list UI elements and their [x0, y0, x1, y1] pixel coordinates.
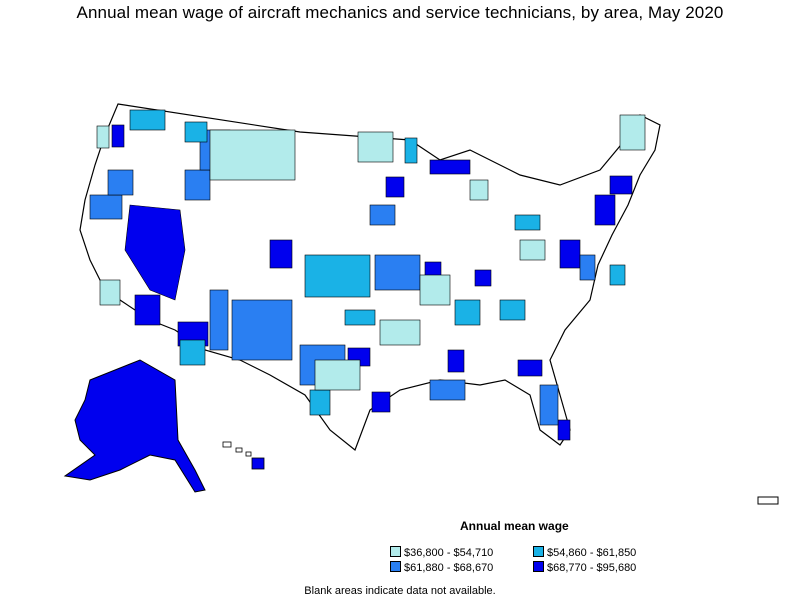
legend-label-3: $61,880 - $68,670 [404, 562, 494, 574]
legend-item-2: $54,860 - $61,850 [533, 546, 636, 559]
alaska-outline [63, 359, 206, 493]
areas-lowest-wage [96, 114, 646, 391]
legend-swatch-3 [390, 561, 401, 572]
map-title: Annual mean wage of aircraft mechanics a… [76, 3, 724, 22]
legend-label-4: $68,770 - $95,680 [547, 562, 637, 574]
areas-highest-wage [111, 124, 633, 441]
legend-swatch-4 [533, 561, 544, 572]
puerto-rico [757, 496, 779, 505]
legend-swatch-2 [533, 546, 544, 557]
legend-item-4: $68,770 - $95,680 [533, 561, 636, 574]
hawaii-islands [222, 441, 265, 470]
legend-title: Annual mean wage [460, 519, 569, 533]
legend-item-3: $61,880 - $68,670 [390, 561, 493, 574]
legend-label-1: $36,800 - $54,710 [404, 547, 494, 559]
legend-label-2: $54,860 - $61,850 [547, 547, 637, 559]
areas-lower-middle-wage [129, 109, 626, 416]
blank-areas-note: Blank areas indicate data not available. [304, 585, 496, 597]
legend-item-1: $36,800 - $54,710 [390, 546, 493, 559]
legend-swatch-1 [390, 546, 401, 557]
